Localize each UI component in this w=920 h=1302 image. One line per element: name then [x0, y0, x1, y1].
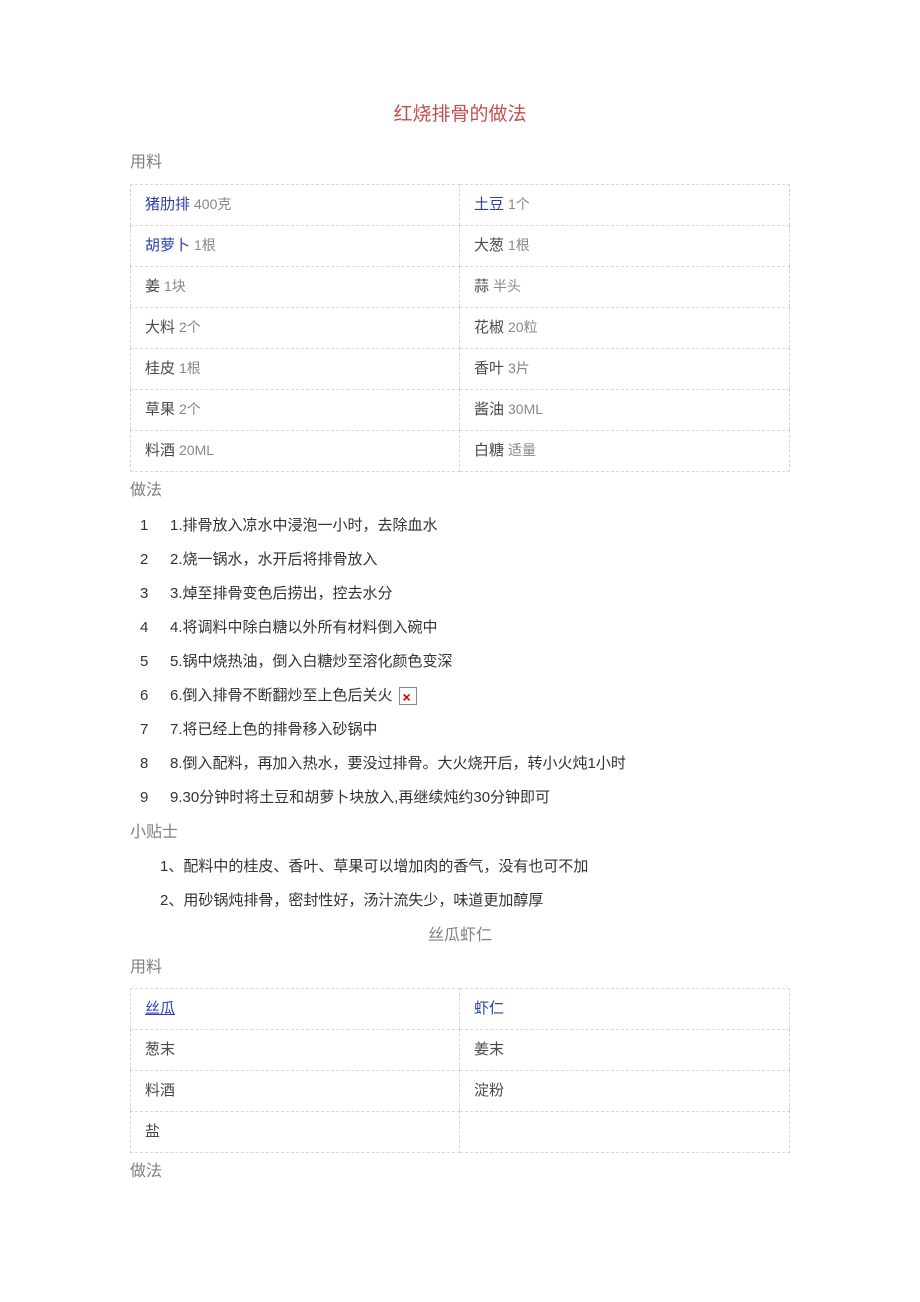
ingredient-name: 料酒	[145, 1082, 175, 1099]
ingredient-cell: 姜末	[460, 1029, 790, 1070]
step-num: 2	[140, 548, 148, 572]
ingredient-name: 香叶	[474, 360, 504, 377]
ingredient-link[interactable]: 土豆	[474, 196, 504, 213]
ingredient-link[interactable]: 虾仁	[474, 1000, 504, 1017]
ingredient-qty: 30ML	[508, 401, 543, 417]
ingredient-name: 姜末	[474, 1041, 504, 1058]
step-num: 9	[140, 786, 148, 810]
step-text: 1.排骨放入凉水中浸泡一小时，去除血水	[170, 517, 438, 534]
ingredient-name: 葱末	[145, 1041, 175, 1058]
ingredient-qty: 2个	[179, 401, 201, 417]
ingredient-qty: 半头	[493, 278, 521, 294]
tip-item: 1、配料中的桂皮、香叶、草果可以增加肉的香气，没有也可不加	[160, 855, 790, 879]
ingredient-link[interactable]: 胡萝卜	[145, 237, 190, 254]
ingredient-cell: 香叶3片	[460, 348, 790, 389]
section-ingredients-2: 用料	[130, 955, 790, 981]
broken-image-icon	[399, 687, 417, 705]
ingredient-name: 花椒	[474, 319, 504, 336]
tip-item: 2、用砂锅炖排骨，密封性好，汤汁流失少，味道更加醇厚	[160, 889, 790, 913]
ingredient-qty: 1个	[508, 196, 530, 212]
step-num: 6	[140, 684, 148, 708]
ingredient-cell: 草果2个	[130, 389, 460, 430]
step-num: 8	[140, 752, 148, 776]
ingredients-table-2: 丝瓜 虾仁 葱末 姜末 料酒 淀粉 盐	[130, 988, 790, 1153]
ingredient-cell: 酱油30ML	[460, 389, 790, 430]
ingredient-link[interactable]: 猪肋排	[145, 196, 190, 213]
step-item: 22.烧一锅水，水开后将排骨放入	[170, 548, 790, 572]
ingredient-qty: 2个	[179, 319, 201, 335]
ingredient-qty: 1根	[179, 360, 201, 376]
step-num: 1	[140, 514, 148, 538]
ingredient-cell: 淀粉	[460, 1070, 790, 1111]
section-steps-2: 做法	[130, 1159, 790, 1185]
step-num: 7	[140, 718, 148, 742]
step-item: 88.倒入配料，再加入热水，要没过排骨。大火烧开后，转小火炖1小时	[170, 752, 790, 776]
ingredient-cell: 料酒	[130, 1070, 460, 1111]
step-item: 11.排骨放入凉水中浸泡一小时，去除血水	[170, 514, 790, 538]
ingredient-cell: 猪肋排400克	[130, 184, 460, 225]
ingredient-name: 草果	[145, 401, 175, 418]
ingredient-name: 淀粉	[474, 1082, 504, 1099]
tips-list-1: 1、配料中的桂皮、香叶、草果可以增加肉的香气，没有也可不加 2、用砂锅炖排骨，密…	[130, 855, 790, 913]
step-item: 33.焯至排骨变色后捞出，控去水分	[170, 582, 790, 606]
ingredient-cell: 姜1块	[130, 266, 460, 307]
ingredient-name: 盐	[145, 1123, 160, 1140]
ingredient-name: 姜	[145, 278, 160, 295]
ingredient-cell: 大料2个	[130, 307, 460, 348]
step-item: 77.将已经上色的排骨移入砂锅中	[170, 718, 790, 742]
ingredient-qty: 20ML	[179, 442, 214, 458]
step-text: 9.30分钟时将土豆和胡萝卜块放入,再继续炖约30分钟即可	[170, 789, 550, 806]
ingredient-cell: 蒜半头	[460, 266, 790, 307]
step-text: 8.倒入配料，再加入热水，要没过排骨。大火烧开后，转小火炖1小时	[170, 755, 626, 772]
ingredient-cell: 大葱1根	[460, 225, 790, 266]
step-num: 4	[140, 616, 148, 640]
steps-list-1: 11.排骨放入凉水中浸泡一小时，去除血水 22.烧一锅水，水开后将排骨放入 33…	[130, 514, 790, 810]
ingredient-name: 蒜	[474, 278, 489, 295]
recipe-title-2: 丝瓜虾仁	[130, 923, 790, 949]
step-item: 55.锅中烧热油，倒入白糖炒至溶化颜色变深	[170, 650, 790, 674]
ingredient-cell: 土豆1个	[460, 184, 790, 225]
ingredient-cell: 桂皮1根	[130, 348, 460, 389]
section-tips-1: 小贴士	[130, 820, 790, 846]
ingredient-cell: 丝瓜	[130, 988, 460, 1029]
ingredient-cell	[460, 1111, 790, 1153]
ingredient-cell: 花椒20粒	[460, 307, 790, 348]
ingredient-qty: 400克	[194, 196, 231, 212]
ingredient-name: 酱油	[474, 401, 504, 418]
ingredient-qty: 1块	[164, 278, 186, 294]
ingredient-qty: 3片	[508, 360, 530, 376]
ingredient-name: 大葱	[474, 237, 504, 254]
ingredients-table-1: 猪肋排400克 土豆1个 胡萝卜1根 大葱1根 姜1块 蒜半头 大料2个 花椒2…	[130, 184, 790, 472]
ingredient-qty: 适量	[508, 442, 536, 458]
step-text: 5.锅中烧热油，倒入白糖炒至溶化颜色变深	[170, 653, 453, 670]
ingredient-cell: 白糖适量	[460, 430, 790, 472]
step-text: 3.焯至排骨变色后捞出，控去水分	[170, 585, 393, 602]
step-text: 7.将已经上色的排骨移入砂锅中	[170, 721, 378, 738]
ingredient-name: 料酒	[145, 442, 175, 459]
ingredient-cell: 葱末	[130, 1029, 460, 1070]
section-steps-1: 做法	[130, 478, 790, 504]
ingredient-cell: 料酒20ML	[130, 430, 460, 472]
section-ingredients-1: 用料	[130, 150, 790, 176]
step-item: 99.30分钟时将土豆和胡萝卜块放入,再继续炖约30分钟即可	[170, 786, 790, 810]
ingredient-link[interactable]: 丝瓜	[145, 1000, 175, 1017]
step-num: 5	[140, 650, 148, 674]
step-item: 66.倒入排骨不断翻炒至上色后关火	[170, 684, 790, 708]
ingredient-name: 大料	[145, 319, 175, 336]
ingredient-qty: 1根	[508, 237, 530, 253]
ingredient-qty: 20粒	[508, 319, 538, 335]
ingredient-cell: 虾仁	[460, 988, 790, 1029]
ingredient-cell: 盐	[130, 1111, 460, 1153]
ingredient-name: 白糖	[474, 442, 504, 459]
recipe-title-1: 红烧排骨的做法	[130, 100, 790, 130]
ingredient-qty: 1根	[194, 237, 216, 253]
ingredient-cell: 胡萝卜1根	[130, 225, 460, 266]
step-text: 2.烧一锅水，水开后将排骨放入	[170, 551, 378, 568]
step-num: 3	[140, 582, 148, 606]
step-item: 44.将调料中除白糖以外所有材料倒入碗中	[170, 616, 790, 640]
step-text: 4.将调料中除白糖以外所有材料倒入碗中	[170, 619, 438, 636]
ingredient-name: 桂皮	[145, 360, 175, 377]
step-text: 6.倒入排骨不断翻炒至上色后关火	[170, 687, 393, 704]
